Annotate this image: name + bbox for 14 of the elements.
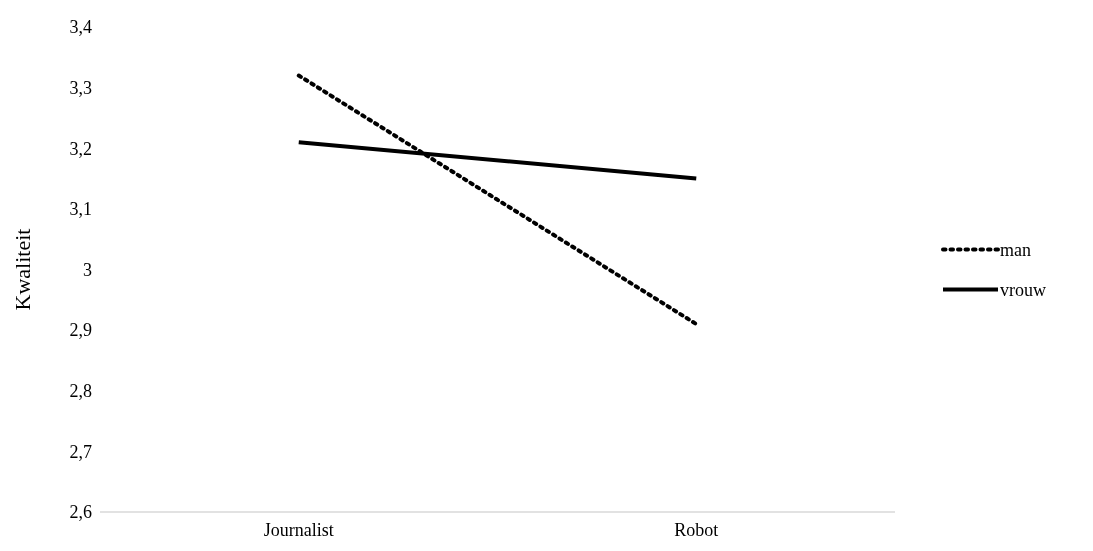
y-tick-label: 2,6 [69,502,92,523]
legend-label: man [1000,239,1031,260]
y-tick-label: 3,4 [69,17,92,38]
y-tick-label: 3 [83,259,92,280]
y-axis-title: Kwaliteit [10,228,35,311]
y-tick-label: 3,2 [69,138,92,159]
y-tick-label: 2,8 [69,381,92,402]
y-tick-label: 2,9 [69,320,92,341]
y-tick-label: 3,3 [69,77,92,98]
y-tick-label: 2,7 [69,441,92,462]
x-tick-label: Robot [674,520,719,540]
x-tick-label: Journalist [263,520,334,540]
y-tick-label: 3,1 [69,199,92,220]
legend-label: vrouw [1000,279,1046,300]
